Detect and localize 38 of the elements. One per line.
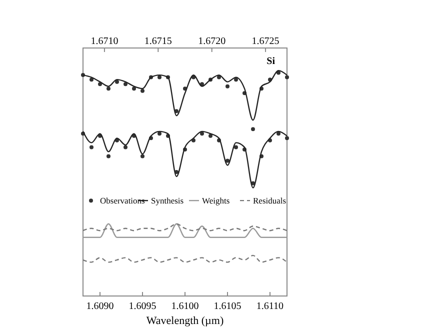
point: [106, 86, 110, 91]
point: [132, 86, 136, 91]
x-tick-label: 1.6100: [171, 301, 199, 312]
point: [276, 132, 280, 136]
x2-tick-label: 1.6720: [198, 36, 226, 47]
point: [158, 132, 162, 136]
point: [208, 134, 212, 138]
legend-label: Observations: [100, 196, 145, 206]
legend-label: Residuals: [253, 196, 286, 206]
text: Si: [266, 56, 276, 67]
point: [140, 88, 144, 93]
point: [124, 145, 128, 150]
point: [115, 80, 119, 84]
point: [226, 158, 230, 163]
x2-tick-label: 1.6715: [144, 36, 172, 47]
point: [90, 145, 94, 150]
point: [251, 127, 255, 132]
point: [158, 75, 162, 80]
point: [234, 145, 238, 150]
point: [106, 154, 110, 158]
x-tick-label: 1.6090: [86, 301, 114, 312]
point: [285, 136, 289, 140]
legend-label: Weights: [202, 196, 230, 206]
point: [285, 75, 289, 80]
x2-tick-label: 1.6710: [90, 36, 118, 47]
point: [90, 78, 94, 82]
x-tick-label: 1.6095: [128, 301, 156, 312]
x-tick-label: 1.6110: [256, 301, 284, 312]
point: [124, 82, 128, 86]
point: [217, 75, 221, 80]
point: [140, 154, 144, 158]
legend-label: Synthesis: [151, 196, 184, 206]
x-axis-title: Wavelength (µm): [146, 315, 224, 327]
x-tick-label: 1.6105: [214, 301, 242, 312]
point: [226, 84, 230, 88]
point: [200, 132, 204, 136]
x2-tick-label: 1.6725: [252, 36, 280, 47]
point: [276, 70, 280, 75]
